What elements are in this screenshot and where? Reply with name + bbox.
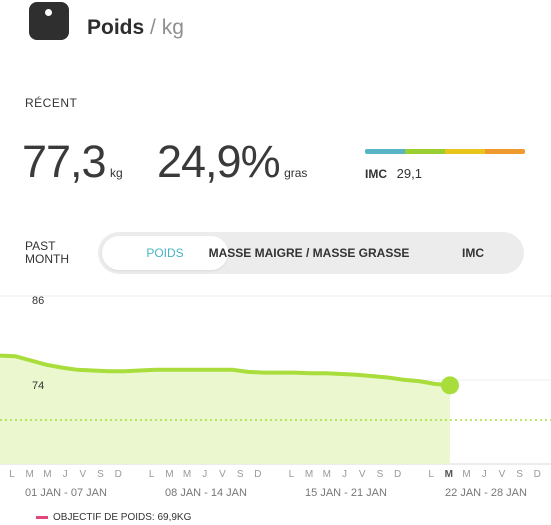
period-label-line2: MONTH [25, 252, 69, 266]
fat-readout: 24,9% gras [157, 136, 307, 188]
goal-swatch [36, 515, 48, 519]
title-text: Poids [87, 16, 145, 39]
day-label: J [482, 469, 487, 480]
week-label: 01 JAN - 07 JAN [25, 487, 107, 499]
bmi-scale-bar [365, 149, 525, 154]
day-label: J [342, 469, 347, 480]
weight-area [0, 355, 450, 464]
day-label: M [183, 469, 191, 480]
title-separator: / [150, 16, 156, 39]
day-label: M [26, 469, 34, 480]
day-label: L [289, 469, 295, 480]
day-label: J [63, 469, 68, 480]
metric-toggle: POIDS MASSE MAIGRE / MASSE GRASSE IMC [98, 232, 524, 274]
weight-line [0, 353, 452, 388]
week-label: 15 JAN - 21 JAN [305, 487, 387, 499]
bmi-readout: IMC 29,1 [365, 166, 422, 181]
period-label: PAST MONTH [25, 240, 69, 266]
day-label: M [323, 469, 331, 480]
weight-value: 77,3 [22, 136, 107, 187]
day-label: D [534, 469, 541, 480]
page-title: Poids / kg [87, 16, 184, 40]
goal-legend: OBJECTIF DE POIDS: 69,9KG [36, 512, 191, 523]
x-axis-labels: L M M J V S D L M M J V S D L M M J V S D L M M J V S D01 JAN - 07 … [9, 469, 541, 499]
day-label: L [428, 469, 434, 480]
tab-imc[interactable]: IMC [462, 246, 484, 260]
fat-unit: gras [284, 166, 308, 180]
day-label: V [79, 469, 86, 480]
day-label: M [445, 469, 453, 480]
day-label: M [165, 469, 173, 480]
bmi-scale-segment [365, 149, 405, 154]
tab-masse-maigre-grasse[interactable]: MASSE MAIGRE / MASSE GRASSE [208, 246, 410, 260]
bmi-value: 29,1 [396, 166, 422, 181]
y-axis-labels: 86 74 [32, 295, 44, 392]
y-tick-label: 86 [32, 295, 44, 307]
latest-point [441, 376, 459, 395]
day-label: L [9, 469, 15, 480]
day-label: J [202, 469, 207, 480]
day-label: D [115, 469, 122, 480]
day-label: M [305, 469, 313, 480]
day-label: L [149, 469, 155, 480]
day-label: M [43, 469, 51, 480]
tab-poids[interactable]: POIDS [102, 236, 228, 270]
bmi-label: IMC [365, 167, 387, 181]
day-label: V [219, 469, 226, 480]
day-label: S [516, 469, 523, 480]
day-label: M [462, 469, 470, 480]
bmi-scale-segment [445, 149, 485, 154]
day-label: S [237, 469, 244, 480]
bmi-scale-segment [485, 149, 525, 154]
goal-legend-text: OBJECTIF DE POIDS: 69,9KG [53, 512, 192, 523]
bmi-scale-segment [405, 149, 445, 154]
week-label: 08 JAN - 14 JAN [165, 487, 247, 499]
chart-area [0, 353, 551, 464]
day-label: V [359, 469, 366, 480]
day-label: D [254, 469, 261, 480]
scale-icon [29, 2, 69, 40]
fat-value: 24,9% [157, 136, 281, 187]
week-label: 22 JAN - 28 JAN [445, 487, 527, 499]
day-label: V [499, 469, 506, 480]
day-label: S [377, 469, 384, 480]
y-tick-label: 74 [32, 380, 44, 392]
weight-readout: 77,3 kg [22, 136, 123, 188]
weight-unit: kg [110, 166, 123, 180]
day-label: D [394, 469, 401, 480]
recent-label: RÉCENT [25, 96, 78, 110]
title-unit: kg [161, 16, 184, 39]
day-label: S [97, 469, 104, 480]
period-label-line1: PAST [25, 239, 56, 253]
